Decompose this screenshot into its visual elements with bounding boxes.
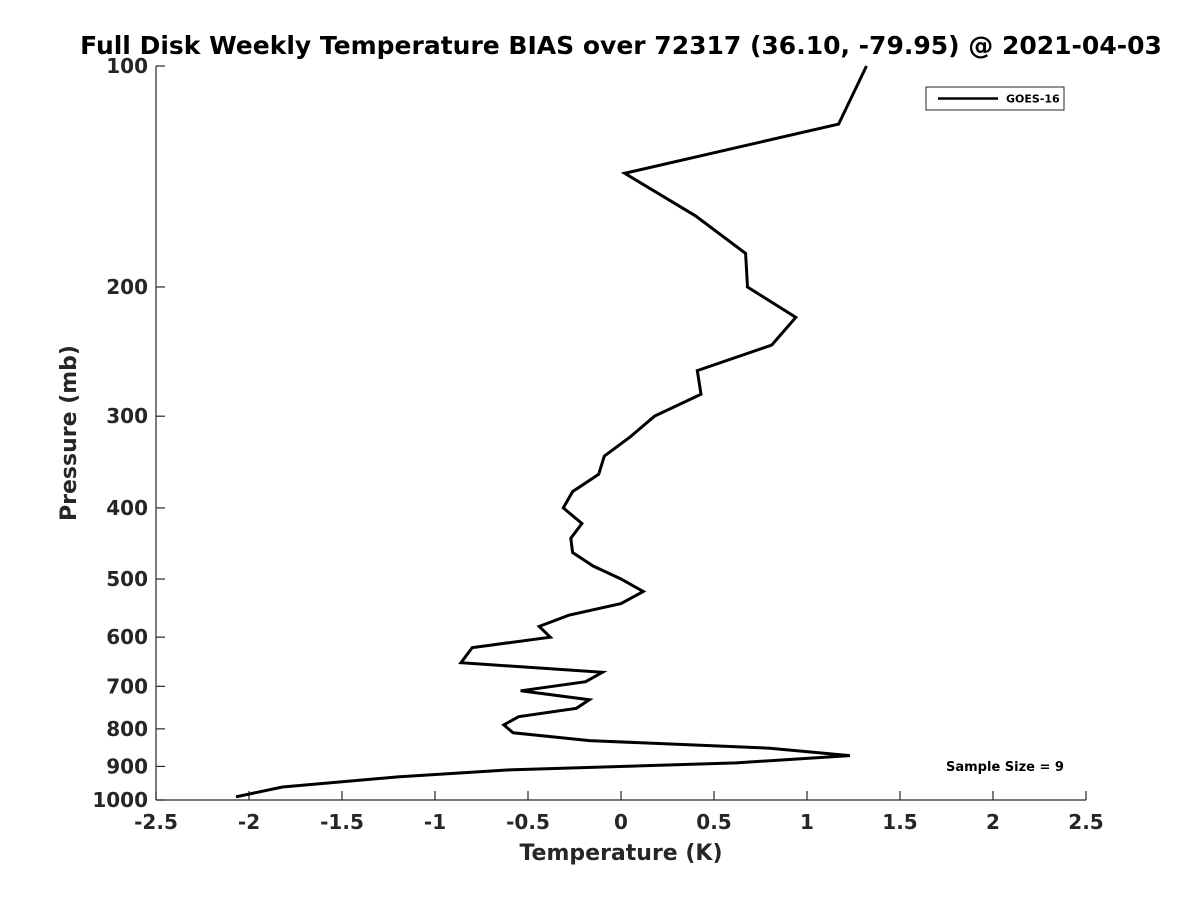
sample-size-annotation: Sample Size = 9 xyxy=(946,760,1064,775)
x-tick-label: -2.5 xyxy=(134,810,178,834)
y-tick-label: 100 xyxy=(106,54,148,78)
x-tick-label: -2 xyxy=(238,810,260,834)
chart-title: Full Disk Weekly Temperature BIAS over 7… xyxy=(80,31,1162,60)
y-tick-label: 800 xyxy=(106,717,148,741)
x-tick-label: 1 xyxy=(800,810,814,834)
y-ticks: 100 200 300 400 500 600 700 800 900 1000 xyxy=(92,54,165,812)
x-axis-label: Temperature (K) xyxy=(519,841,722,866)
y-tick-label: 400 xyxy=(106,496,148,520)
y-tick-label: 600 xyxy=(106,625,148,649)
y-tick-label: 500 xyxy=(106,567,148,591)
x-tick-label: 2 xyxy=(986,810,1000,834)
x-tick-label: 0 xyxy=(614,810,628,834)
x-tick-label: -1.5 xyxy=(320,810,364,834)
x-tick-label: 2.5 xyxy=(1068,810,1103,834)
legend-label-goes16: GOES-16 xyxy=(1006,93,1060,106)
x-ticks: -2.5 -2 -1.5 -1 -0.5 0 0.5 1 1.5 2 2.5 xyxy=(134,791,1104,834)
y-tick-label: 200 xyxy=(106,275,148,299)
x-tick-label: 0.5 xyxy=(696,810,731,834)
x-tick-label: -0.5 xyxy=(506,810,550,834)
y-tick-label: 1000 xyxy=(92,788,148,812)
series-layer xyxy=(235,65,868,799)
series-line-goes16 xyxy=(235,65,868,799)
legend: GOES-16 xyxy=(925,86,1065,111)
x-tick-label: -1 xyxy=(424,810,446,834)
y-tick-label: 900 xyxy=(106,754,148,778)
x-tick-label: 1.5 xyxy=(882,810,917,834)
y-axis-label: Pressure (mb) xyxy=(57,345,82,521)
y-tick-label: 300 xyxy=(106,404,148,428)
y-tick-label: 700 xyxy=(106,674,148,698)
